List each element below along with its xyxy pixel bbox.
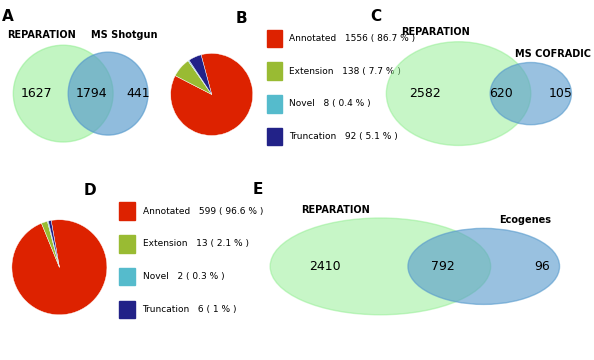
Text: 2582: 2582 [409,87,441,100]
FancyBboxPatch shape [267,63,282,80]
Text: 1627: 1627 [21,87,52,100]
Ellipse shape [490,63,571,125]
Text: MS COFRADIC: MS COFRADIC [516,49,592,59]
FancyBboxPatch shape [267,128,282,145]
Ellipse shape [13,45,113,142]
FancyBboxPatch shape [267,30,282,47]
FancyBboxPatch shape [119,202,135,220]
FancyBboxPatch shape [119,235,135,253]
Text: REPARATION: REPARATION [7,30,76,40]
Text: D: D [83,184,96,198]
Text: E: E [253,182,263,197]
Text: Truncation   6 ( 1 % ): Truncation 6 ( 1 % ) [143,305,237,314]
FancyBboxPatch shape [119,301,135,318]
FancyBboxPatch shape [267,95,282,113]
Text: Novel   8 ( 0.4 % ): Novel 8 ( 0.4 % ) [289,99,370,108]
Text: MS Shotgun: MS Shotgun [91,30,158,40]
Ellipse shape [386,42,531,145]
Text: 441: 441 [127,87,150,100]
Text: Extension   13 ( 2.1 % ): Extension 13 ( 2.1 % ) [143,239,248,248]
Text: 792: 792 [431,260,454,273]
Text: A: A [2,9,14,24]
Text: 620: 620 [489,87,513,100]
Text: REPARATION: REPARATION [301,204,370,215]
Text: REPARATION: REPARATION [402,27,470,37]
Text: Extension   138 ( 7.7 % ): Extension 138 ( 7.7 % ) [289,67,400,76]
Ellipse shape [408,228,560,305]
FancyBboxPatch shape [119,268,135,285]
Ellipse shape [68,52,148,135]
Text: 96: 96 [535,260,550,273]
Text: Truncation   92 ( 5.1 % ): Truncation 92 ( 5.1 % ) [289,132,397,141]
Text: Annotated   599 ( 96.6 % ): Annotated 599 ( 96.6 % ) [143,207,263,216]
Ellipse shape [270,218,491,315]
Text: Novel   2 ( 0.3 % ): Novel 2 ( 0.3 % ) [143,272,224,281]
Text: Annotated   1556 ( 86.7 % ): Annotated 1556 ( 86.7 % ) [289,34,415,43]
Text: C: C [371,9,382,24]
Text: 1794: 1794 [75,87,108,100]
Text: B: B [235,11,247,26]
Text: Ecogenes: Ecogenes [499,215,551,225]
Text: 105: 105 [548,87,572,100]
Text: 2410: 2410 [309,260,341,273]
